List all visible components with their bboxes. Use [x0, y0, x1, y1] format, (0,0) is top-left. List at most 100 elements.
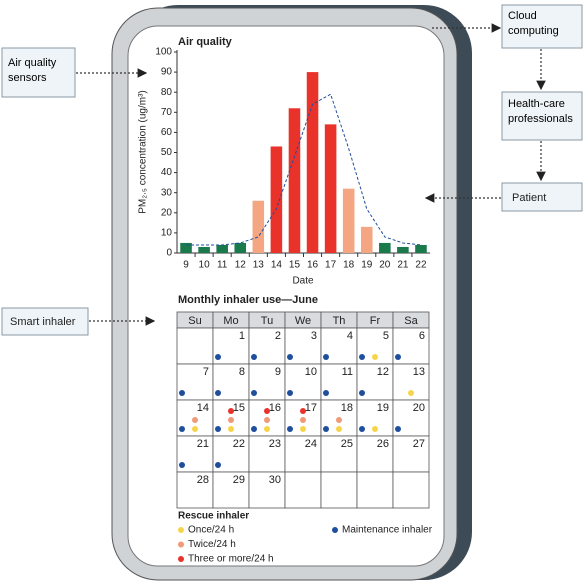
maintenance-dot	[215, 462, 221, 468]
x-tick-label: 17	[325, 260, 337, 271]
day-number: 4	[347, 330, 353, 342]
inhaler-label: Smart inhaler	[10, 316, 76, 328]
day-cell	[248, 435, 286, 473]
x-tick-label: 21	[397, 260, 409, 271]
bar	[288, 108, 301, 253]
y-tick-label: 10	[161, 228, 173, 239]
maintenance-dot	[323, 426, 329, 432]
maintenance-dot	[395, 354, 401, 360]
x-tick-label: 18	[343, 260, 355, 271]
sensors-label: Air quality sensors	[8, 57, 57, 84]
rescue-dot	[336, 417, 342, 423]
rescue-dot	[264, 408, 270, 414]
weekday-label: Th	[333, 315, 346, 327]
rescue-dot	[228, 426, 234, 432]
maintenance-dot	[179, 462, 185, 468]
y-tick-label: 40	[161, 167, 173, 178]
day-cell	[392, 471, 430, 509]
cloud-box	[501, 4, 583, 49]
day-number: 27	[413, 438, 425, 450]
rescue-dot	[228, 417, 234, 423]
day-cell	[284, 435, 322, 473]
x-tick-label: 12	[235, 260, 247, 271]
weekday-label: Tu	[261, 315, 273, 327]
maintenance-dot	[323, 354, 329, 360]
maintenance-dot	[179, 426, 185, 432]
maintenance-dot	[323, 390, 329, 396]
rescue-dot	[372, 354, 378, 360]
legend-dot	[178, 541, 184, 548]
bar	[324, 124, 337, 253]
legend-label: Three or more/24 h	[188, 554, 274, 565]
day-number: 3	[311, 330, 317, 342]
day-cell	[392, 327, 430, 365]
day-cell	[248, 471, 286, 509]
trend-line	[186, 93, 422, 246]
legend-dot	[178, 527, 184, 533]
day-number: 11	[342, 366, 353, 378]
maintenance-dot	[251, 354, 257, 360]
weekday-label: Su	[188, 315, 201, 327]
x-tick-label: 16	[307, 260, 319, 271]
x-tick-label: 14	[271, 260, 283, 271]
x-tick-label: 13	[253, 260, 265, 271]
rescue-dot	[300, 408, 306, 414]
day-number: 20	[413, 402, 425, 414]
rescue-dot	[264, 417, 270, 423]
bar	[216, 244, 228, 253]
rescue-dot	[300, 426, 306, 432]
bar	[397, 246, 409, 253]
maintenance-dot	[215, 390, 221, 396]
weekday-label: Fr	[370, 315, 381, 327]
bar	[342, 188, 355, 253]
maintenance-dot	[359, 390, 365, 396]
bar	[234, 242, 247, 253]
maintenance-dot	[251, 426, 257, 432]
y-tick-label: 20	[161, 207, 173, 218]
y-tick-label: 90	[161, 67, 173, 78]
day-number: 16	[269, 402, 281, 414]
legend-dot	[178, 556, 184, 562]
professionals-label: Health-care professionals	[508, 98, 573, 125]
maintenance-dot	[215, 354, 221, 360]
day-number: 17	[305, 402, 317, 414]
legend-label: Once/24 h	[188, 525, 234, 536]
inhaler-box	[1, 307, 89, 336]
maintenance-dot	[359, 426, 365, 432]
day-number: 9	[275, 366, 281, 378]
day-number: 6	[419, 330, 425, 342]
maintenance-dot	[287, 354, 293, 360]
rescue-dot	[264, 426, 270, 432]
rescue-dot	[192, 417, 198, 423]
patient-label: Patient	[512, 192, 546, 204]
x-axis-label: Date	[292, 276, 314, 287]
day-number: 25	[341, 438, 353, 450]
day-cell	[176, 327, 214, 365]
bar	[360, 226, 373, 253]
rescue-dot	[228, 408, 234, 414]
weekday-label: Mo	[223, 315, 238, 327]
day-number: 12	[377, 366, 389, 378]
x-tick-label: 15	[289, 260, 301, 271]
day-cell	[392, 435, 430, 473]
day-cell	[356, 435, 394, 473]
day-number: 7	[203, 366, 209, 378]
maintenance-dot	[179, 390, 185, 396]
cloud-label: Cloud computing	[508, 10, 559, 37]
professionals-box	[501, 91, 583, 141]
legend-label: Twice/24 h	[188, 539, 236, 550]
day-number: 22	[233, 438, 245, 450]
bar	[252, 200, 265, 253]
day-cell	[284, 471, 322, 509]
day-number: 26	[377, 438, 389, 450]
maintenance-dot	[359, 354, 365, 360]
day-number: 5	[383, 330, 389, 342]
maintenance-dot	[251, 390, 257, 396]
legend-title: Rescue inhaler	[178, 511, 249, 522]
y-tick-label: 0	[166, 248, 172, 259]
x-tick-label: 20	[379, 260, 391, 271]
day-number: 28	[197, 474, 209, 486]
x-tick-label: 9	[183, 260, 189, 271]
bar	[180, 242, 192, 253]
x-tick-label: 11	[217, 260, 228, 271]
